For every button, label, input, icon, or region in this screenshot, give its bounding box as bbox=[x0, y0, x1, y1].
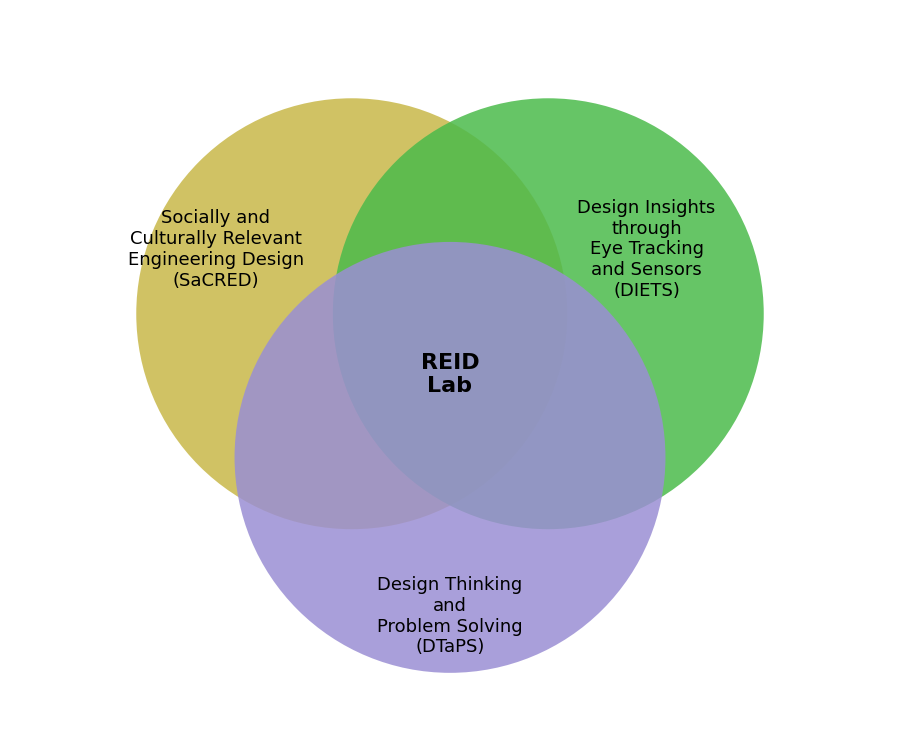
Text: Design Insights
through
Eye Tracking
and Sensors
(DIETS): Design Insights through Eye Tracking and… bbox=[578, 199, 716, 300]
Circle shape bbox=[333, 98, 764, 529]
Circle shape bbox=[235, 242, 665, 673]
Text: REID
Lab: REID Lab bbox=[420, 352, 480, 396]
Text: Socially and
Culturally Relevant
Engineering Design
(SaCRED): Socially and Culturally Relevant Enginee… bbox=[128, 209, 303, 290]
Circle shape bbox=[136, 98, 567, 529]
Text: Design Thinking
and
Problem Solving
(DTaPS): Design Thinking and Problem Solving (DTa… bbox=[377, 576, 523, 656]
